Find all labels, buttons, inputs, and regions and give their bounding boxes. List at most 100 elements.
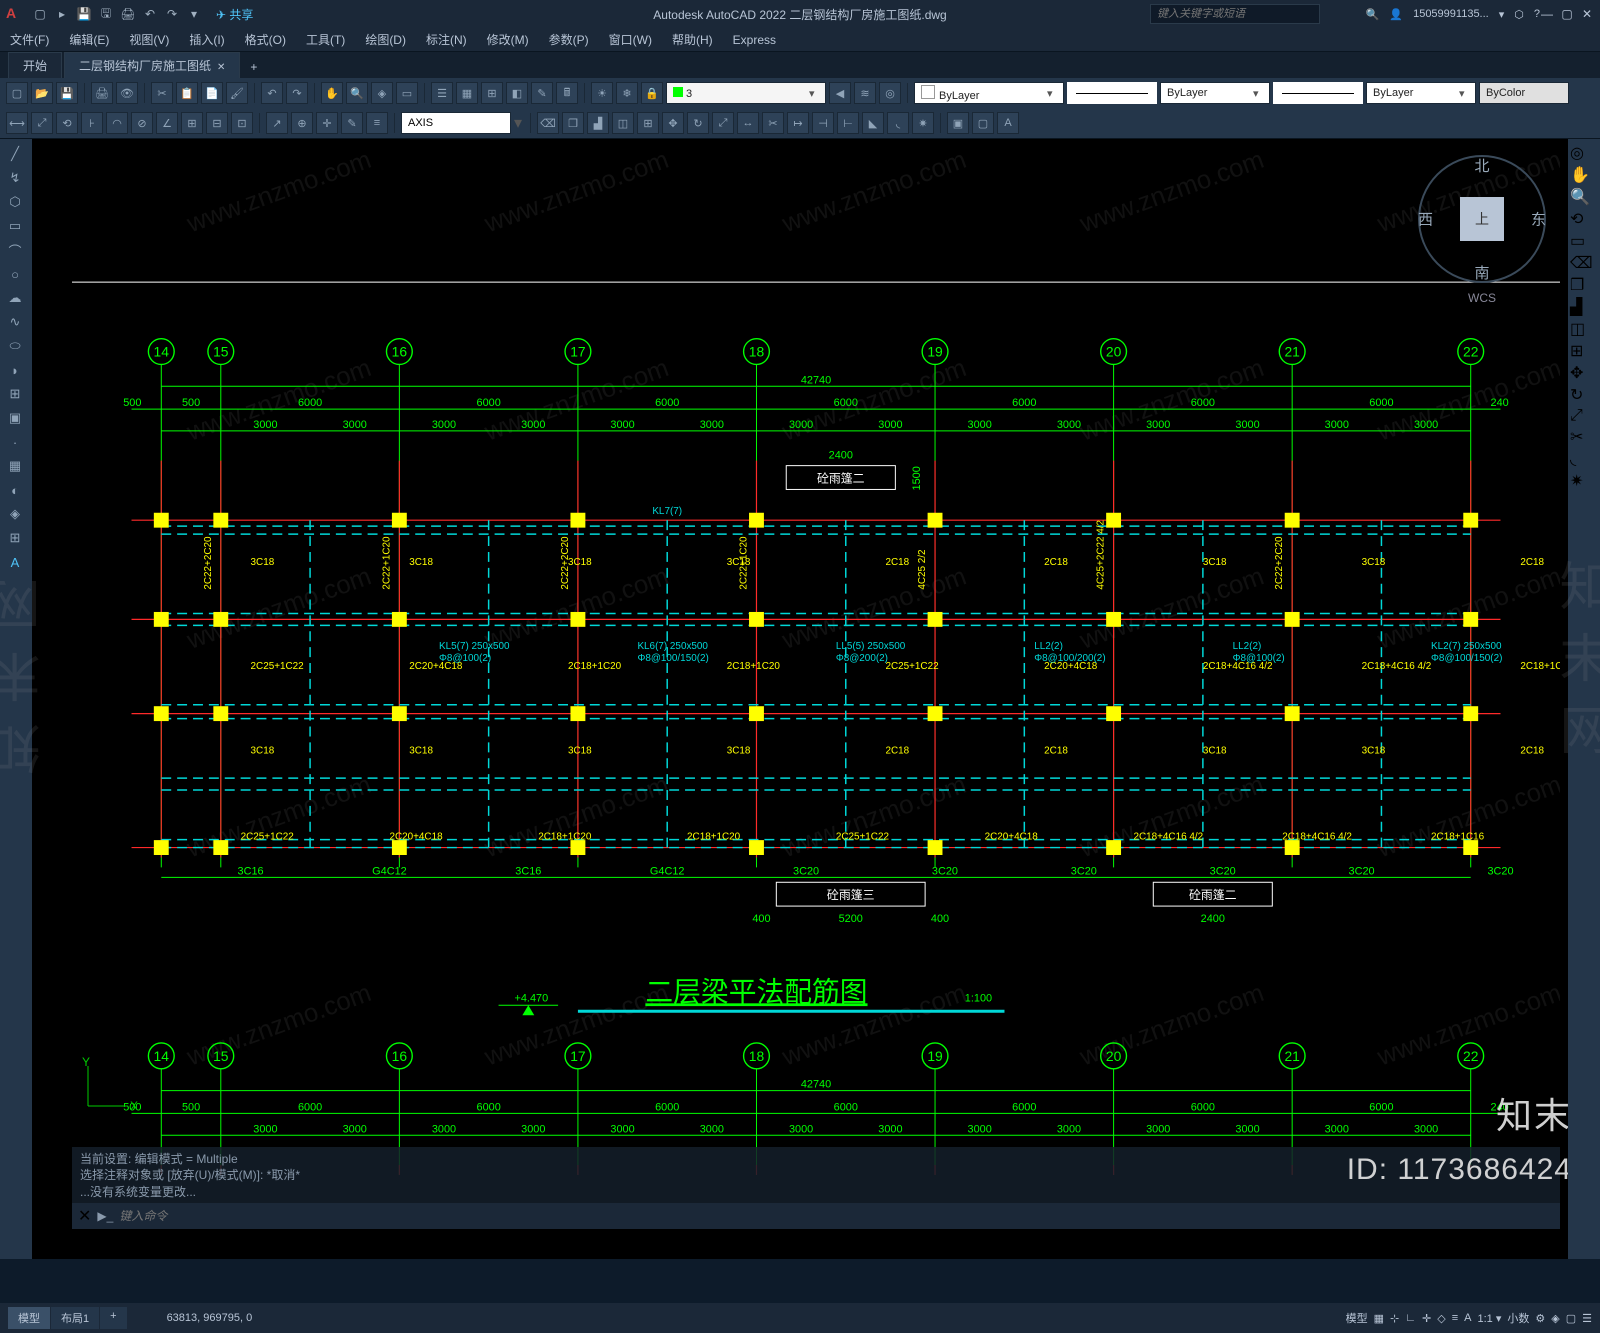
- plot-icon[interactable]: 🖨: [118, 4, 138, 24]
- nav-orbit-icon[interactable]: ⟲: [1570, 209, 1598, 229]
- dimstyle-combo[interactable]: [401, 112, 511, 134]
- pan-icon[interactable]: ✋: [321, 82, 343, 104]
- nav-pan-icon[interactable]: ✋: [1570, 165, 1598, 185]
- circle-icon[interactable]: ○: [2, 263, 28, 285]
- nav-showmotion-icon[interactable]: ▭: [1570, 231, 1598, 251]
- help-search-input[interactable]: [1150, 4, 1320, 24]
- scale-display[interactable]: 1:1 ▾: [1478, 1312, 1502, 1325]
- arc-icon[interactable]: ⌒: [2, 239, 28, 261]
- mod-move-icon[interactable]: ✥: [662, 112, 684, 134]
- mod-mirror2-icon[interactable]: ▟: [1570, 297, 1598, 317]
- menu-parametric[interactable]: 参数(P): [549, 31, 589, 48]
- hatch-icon[interactable]: ▦: [2, 455, 28, 477]
- user-avatar-icon[interactable]: 👤: [1389, 8, 1403, 21]
- user-name[interactable]: 15059991135...: [1413, 8, 1489, 20]
- dimedit-icon[interactable]: ✎: [341, 112, 363, 134]
- dim-arc-icon[interactable]: ⟲: [56, 112, 78, 134]
- lineweight-dropdown[interactable]: ByLayer▾: [1366, 82, 1476, 104]
- undo-icon[interactable]: ↶: [140, 4, 160, 24]
- iso-toggle-icon[interactable]: ◈: [1551, 1312, 1559, 1325]
- mod-move2-icon[interactable]: ✥: [1570, 363, 1598, 383]
- region-icon[interactable]: ◈: [2, 503, 28, 525]
- revcloud-icon[interactable]: ☁: [2, 287, 28, 309]
- linetype-dropdown[interactable]: ByLayer▾: [1160, 82, 1270, 104]
- plotstyle-dropdown[interactable]: ByColor: [1479, 82, 1569, 104]
- layout1-tab[interactable]: 布局1: [51, 1307, 99, 1329]
- share-button[interactable]: ✈ 共享: [216, 6, 253, 23]
- menu-view[interactable]: 视图(V): [129, 31, 169, 48]
- mod-array-icon[interactable]: ⊞: [637, 112, 659, 134]
- layer-freeze-icon[interactable]: ❄: [616, 82, 638, 104]
- dim-ord-icon[interactable]: ⊦: [81, 112, 103, 134]
- custom-icon[interactable]: ☰: [1582, 1312, 1592, 1325]
- leader-icon[interactable]: ↗: [266, 112, 288, 134]
- polar-toggle-icon[interactable]: ✛: [1422, 1312, 1431, 1325]
- model-space-button[interactable]: 模型: [1346, 1310, 1368, 1326]
- qcalc-icon[interactable]: 🖩: [556, 82, 578, 104]
- dim-quick-icon[interactable]: ⊞: [181, 112, 203, 134]
- mod-fillet2-icon[interactable]: ◟: [1570, 449, 1598, 469]
- polygon-icon[interactable]: ⬡: [2, 191, 28, 213]
- menu-edit[interactable]: 编辑(E): [69, 31, 109, 48]
- dim-linear-icon[interactable]: ⟷: [6, 112, 28, 134]
- model-tab[interactable]: 模型: [8, 1307, 50, 1329]
- lwt-toggle-icon[interactable]: ≡: [1452, 1312, 1458, 1324]
- open-doc-icon[interactable]: 📂: [31, 82, 53, 104]
- redo2-icon[interactable]: ↷: [286, 82, 308, 104]
- view-cube[interactable]: 北 南 西 东 上 WCS: [1412, 155, 1552, 325]
- layer-states-icon[interactable]: ≋: [854, 82, 876, 104]
- dim-cont-icon[interactable]: ⊡: [231, 112, 253, 134]
- point-icon[interactable]: ·: [2, 431, 28, 453]
- dim-base-icon[interactable]: ⊟: [206, 112, 228, 134]
- start-tab[interactable]: 开始: [8, 52, 62, 78]
- saveas-icon[interactable]: 🖫: [96, 4, 116, 24]
- menu-modify[interactable]: 修改(M): [487, 31, 529, 48]
- grid-toggle-icon[interactable]: ▦: [1374, 1312, 1384, 1325]
- menu-format[interactable]: 格式(O): [245, 31, 286, 48]
- search-icon[interactable]: 🔍: [1366, 8, 1380, 21]
- wcs-label[interactable]: WCS: [1412, 291, 1552, 305]
- zoom-win-icon[interactable]: ▭: [396, 82, 418, 104]
- mod-stretch-icon[interactable]: ↔: [737, 112, 759, 134]
- preview-icon[interactable]: 👁: [116, 82, 138, 104]
- new-icon[interactable]: ▢: [30, 4, 50, 24]
- mod-trim-icon[interactable]: ✂: [762, 112, 784, 134]
- mod-explode2-icon[interactable]: ✷: [1570, 471, 1598, 491]
- mod-fillet-icon[interactable]: ◟: [887, 112, 909, 134]
- menu-dimension[interactable]: 标注(N): [426, 31, 467, 48]
- app-exchange-icon[interactable]: ⬡: [1514, 8, 1524, 21]
- cmdline-close-icon[interactable]: ✕: [78, 1206, 91, 1226]
- ortho-toggle-icon[interactable]: ∟: [1405, 1312, 1416, 1324]
- dimstyle-icon[interactable]: ≡: [366, 112, 388, 134]
- menu-file[interactable]: 文件(F): [10, 31, 49, 48]
- mod-offset2-icon[interactable]: ◫: [1570, 319, 1598, 339]
- ssm-icon[interactable]: ◧: [506, 82, 528, 104]
- viewcube-face[interactable]: 上: [1460, 197, 1504, 241]
- print-icon[interactable]: 🖨: [91, 82, 113, 104]
- menu-window[interactable]: 窗口(W): [609, 31, 652, 48]
- chevron-down-icon[interactable]: ▾: [514, 113, 524, 133]
- copy-icon[interactable]: 📋: [176, 82, 198, 104]
- layout-add-icon[interactable]: +: [100, 1307, 126, 1329]
- mod-erase-icon[interactable]: ⌫: [537, 112, 559, 134]
- zoom-ext-icon[interactable]: ◈: [371, 82, 393, 104]
- pline-icon[interactable]: ↯: [2, 167, 28, 189]
- clean-icon[interactable]: ▢: [1566, 1312, 1576, 1325]
- dim-ang-icon[interactable]: ∠: [156, 112, 178, 134]
- close-icon[interactable]: ✕: [1578, 7, 1596, 21]
- mod-offset-icon[interactable]: ◫: [612, 112, 634, 134]
- match-icon[interactable]: 🖌: [226, 82, 248, 104]
- maximize-icon[interactable]: ▢: [1558, 7, 1576, 21]
- dim-rad-icon[interactable]: ◠: [106, 112, 128, 134]
- open-icon[interactable]: ▸: [52, 4, 72, 24]
- mod-trim2-icon[interactable]: ✂: [1570, 427, 1598, 447]
- mod-mirror-icon[interactable]: ▟: [587, 112, 609, 134]
- table-icon[interactable]: ⊞: [2, 527, 28, 549]
- osnap-toggle-icon[interactable]: ◇: [1437, 1312, 1445, 1325]
- paste-icon[interactable]: 📄: [201, 82, 223, 104]
- mod-extend-icon[interactable]: ↦: [787, 112, 809, 134]
- mod-copy-icon[interactable]: ❐: [562, 112, 584, 134]
- nav-zoom-icon[interactable]: 🔍: [1570, 187, 1598, 207]
- insert2-icon[interactable]: ⊞: [2, 383, 28, 405]
- new-tab-button[interactable]: +: [242, 56, 265, 78]
